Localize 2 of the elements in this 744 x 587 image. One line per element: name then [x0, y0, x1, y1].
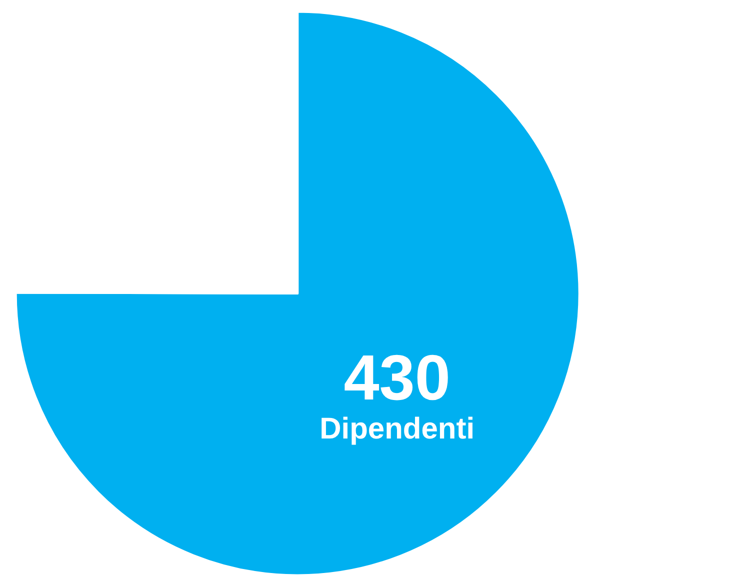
data-label: 430 Dipendenti: [320, 341, 475, 446]
pie-slice: [14, 10, 580, 576]
